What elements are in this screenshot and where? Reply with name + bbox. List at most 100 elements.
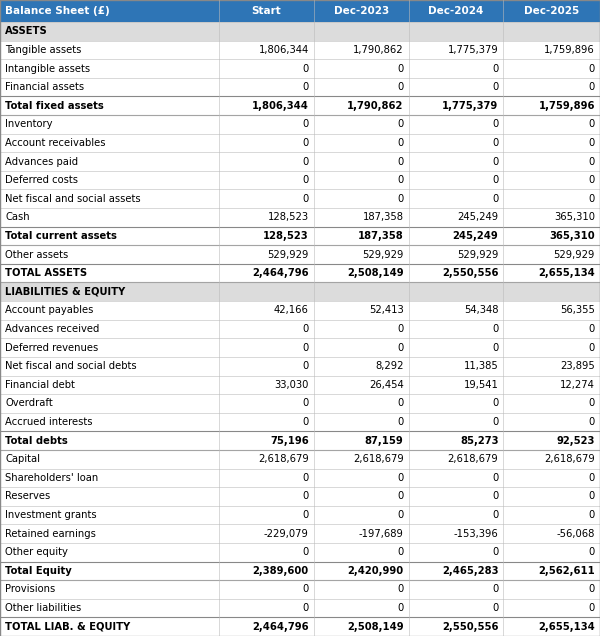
Text: 2,508,149: 2,508,149: [347, 268, 404, 278]
Text: 2,465,283: 2,465,283: [442, 566, 499, 576]
Bar: [0, 413, 600, 431]
Text: 0: 0: [302, 343, 309, 352]
Text: -56,068: -56,068: [557, 529, 595, 539]
Text: 0: 0: [589, 64, 595, 74]
Text: Total fixed assets: Total fixed assets: [5, 100, 104, 111]
Text: 0: 0: [492, 175, 499, 185]
Text: 0: 0: [302, 584, 309, 595]
Text: 365,310: 365,310: [554, 212, 595, 223]
Bar: [0, 598, 600, 618]
Text: 1,806,344: 1,806,344: [259, 45, 309, 55]
Text: 0: 0: [397, 138, 404, 148]
Text: 0: 0: [492, 584, 499, 595]
Text: 245,249: 245,249: [457, 212, 499, 223]
Text: 0: 0: [589, 417, 595, 427]
Bar: [0, 338, 600, 357]
Bar: [0, 394, 600, 413]
Text: 0: 0: [589, 492, 595, 501]
Text: Dec-2025: Dec-2025: [524, 6, 580, 16]
Text: 0: 0: [397, 398, 404, 408]
Text: 0: 0: [589, 175, 595, 185]
Text: 0: 0: [302, 175, 309, 185]
Text: 0: 0: [302, 82, 309, 92]
Bar: [0, 171, 600, 190]
Text: Capital: Capital: [5, 454, 40, 464]
Text: 2,562,611: 2,562,611: [538, 566, 595, 576]
Text: 2,550,556: 2,550,556: [442, 268, 499, 278]
Text: 0: 0: [302, 120, 309, 129]
Text: 2,464,796: 2,464,796: [252, 268, 309, 278]
Text: 0: 0: [589, 473, 595, 483]
Text: 0: 0: [397, 82, 404, 92]
Bar: [0, 41, 600, 59]
Text: Deferred costs: Deferred costs: [5, 175, 78, 185]
Text: Net fiscal and social assets: Net fiscal and social assets: [5, 194, 140, 204]
Text: 0: 0: [492, 603, 499, 613]
Text: Overdraft: Overdraft: [5, 398, 53, 408]
Bar: [0, 0, 219, 22]
Text: 75,196: 75,196: [270, 436, 309, 446]
Text: 23,895: 23,895: [560, 361, 595, 371]
Text: 0: 0: [589, 324, 595, 334]
Text: 0: 0: [302, 138, 309, 148]
Text: 0: 0: [397, 64, 404, 74]
Text: Net fiscal and social debts: Net fiscal and social debts: [5, 361, 137, 371]
Text: Advances received: Advances received: [5, 324, 100, 334]
Text: 0: 0: [589, 398, 595, 408]
Text: 1,759,896: 1,759,896: [544, 45, 595, 55]
Text: Inventory: Inventory: [5, 120, 53, 129]
Bar: [0, 134, 600, 152]
Text: 26,454: 26,454: [369, 380, 404, 390]
Text: 0: 0: [397, 603, 404, 613]
Text: 0: 0: [492, 492, 499, 501]
Text: Other equity: Other equity: [5, 547, 68, 557]
Text: 245,249: 245,249: [452, 231, 499, 241]
Text: 0: 0: [397, 510, 404, 520]
Text: 2,464,796: 2,464,796: [252, 622, 309, 632]
Text: 0: 0: [302, 473, 309, 483]
Text: 0: 0: [492, 473, 499, 483]
Text: 0: 0: [589, 603, 595, 613]
Text: 0: 0: [589, 194, 595, 204]
Bar: [0, 78, 600, 97]
Text: TOTAL LIAB. & EQUITY: TOTAL LIAB. & EQUITY: [5, 622, 130, 632]
Text: ASSETS: ASSETS: [5, 26, 48, 36]
Text: 0: 0: [302, 194, 309, 204]
Text: 1,790,862: 1,790,862: [353, 45, 404, 55]
Text: 2,618,679: 2,618,679: [353, 454, 404, 464]
Text: 0: 0: [397, 156, 404, 167]
Text: 0: 0: [589, 547, 595, 557]
Text: 12,274: 12,274: [560, 380, 595, 390]
Bar: [0, 506, 600, 524]
Text: Accrued interests: Accrued interests: [5, 417, 92, 427]
Bar: [0, 245, 600, 264]
Text: Advances paid: Advances paid: [5, 156, 78, 167]
Text: Dec-2024: Dec-2024: [428, 6, 484, 16]
Text: 0: 0: [492, 398, 499, 408]
Bar: [0, 431, 600, 450]
Text: 33,030: 33,030: [274, 380, 309, 390]
Text: Cash: Cash: [5, 212, 29, 223]
Bar: [0, 190, 600, 208]
Text: 0: 0: [589, 156, 595, 167]
Text: Financial assets: Financial assets: [5, 82, 84, 92]
Text: Intangible assets: Intangible assets: [5, 64, 90, 74]
Bar: [0, 543, 600, 562]
Text: 0: 0: [492, 82, 499, 92]
Text: 0: 0: [492, 194, 499, 204]
Bar: [0, 357, 600, 375]
Text: -197,689: -197,689: [359, 529, 404, 539]
Text: 1,775,379: 1,775,379: [442, 100, 499, 111]
Text: 0: 0: [302, 492, 309, 501]
Bar: [0, 152, 600, 171]
Text: Total debts: Total debts: [5, 436, 68, 446]
Text: 85,273: 85,273: [460, 436, 499, 446]
Bar: [0, 580, 600, 598]
Bar: [0, 226, 600, 245]
Bar: [0, 618, 600, 636]
Text: TOTAL ASSETS: TOTAL ASSETS: [5, 268, 87, 278]
Text: Deferred revenues: Deferred revenues: [5, 343, 98, 352]
Bar: [219, 0, 314, 22]
Text: Provisions: Provisions: [5, 584, 55, 595]
Bar: [0, 469, 600, 487]
